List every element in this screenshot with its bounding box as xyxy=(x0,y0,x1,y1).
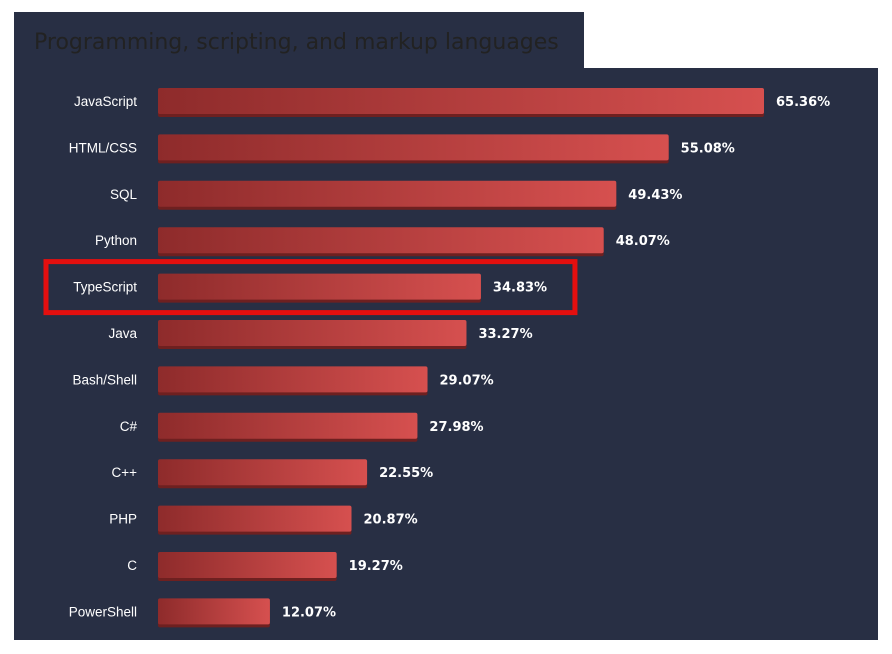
bar-typescript xyxy=(158,273,481,300)
category-label-bash-shell: Bash/Shell xyxy=(72,372,137,387)
bar-sql xyxy=(158,180,617,207)
chart-title: Programming, scripting, and markup langu… xyxy=(34,30,559,55)
bar-powershell xyxy=(158,598,270,625)
bars-group: JavaScript 65.36% HTML/CSS 55.08% SQL 49.43% P… xyxy=(69,88,830,628)
value-label-sql: 49.43% xyxy=(628,188,682,203)
value-label-php: 20.87% xyxy=(364,513,418,528)
bar-php xyxy=(158,505,352,532)
bar-bash-shell xyxy=(158,366,428,393)
bar-python xyxy=(158,227,604,254)
typescript-highlight-box xyxy=(43,259,578,316)
category-label-python: Python xyxy=(95,233,137,248)
value-label-java: 33.27% xyxy=(478,327,532,342)
bar-c xyxy=(158,412,418,439)
bar-javascript xyxy=(158,88,764,114)
bar-c xyxy=(158,459,368,486)
category-label-c: C++ xyxy=(111,465,137,480)
bar-html-css xyxy=(158,134,669,161)
category-label-php: PHP xyxy=(109,512,137,527)
category-label-java: Java xyxy=(108,326,137,341)
category-label-typescript: TypeScript xyxy=(73,280,137,295)
bar-java xyxy=(158,320,467,346)
value-label-c: 19.27% xyxy=(349,559,403,574)
chart-panel: Programming, scripting, and markup langu… xyxy=(14,12,878,640)
bar-c xyxy=(158,552,337,578)
value-label-bash-shell: 29.07% xyxy=(440,373,494,388)
category-label-sql: SQL xyxy=(110,187,138,202)
value-label-javascript: 65.36% xyxy=(776,95,830,110)
category-label-c: C# xyxy=(120,419,138,434)
category-label-javascript: JavaScript xyxy=(74,94,137,109)
bar-chart: Programming, scripting, and markup langu… xyxy=(14,12,878,640)
value-label-c: 27.98% xyxy=(429,420,483,435)
value-label-html-css: 55.08% xyxy=(681,141,735,156)
value-label-typescript: 34.83% xyxy=(493,281,547,296)
value-label-c: 22.55% xyxy=(379,466,433,481)
value-label-powershell: 12.07% xyxy=(282,605,336,620)
value-label-python: 48.07% xyxy=(616,234,670,249)
category-label-powershell: PowerShell xyxy=(69,604,137,619)
category-label-c: C xyxy=(127,558,137,573)
category-label-html-css: HTML/CSS xyxy=(69,140,137,155)
